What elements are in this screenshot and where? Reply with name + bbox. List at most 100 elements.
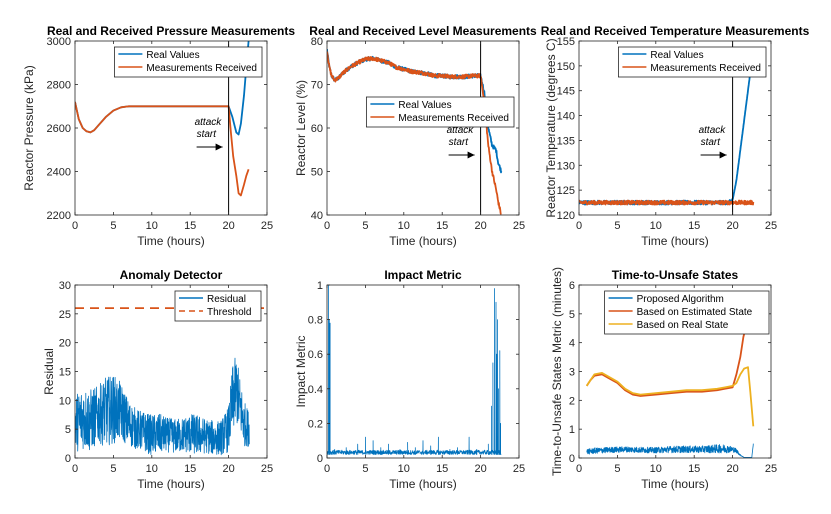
y-tick-label: 60 (311, 123, 323, 135)
y-tick-label: 0.4 (308, 384, 323, 396)
legend-label: Real Values (650, 50, 703, 61)
chart-anomaly: 0 5 10 15 20 25 0 5 10 15 20 25 30 Anomaly Detector Ti… (42, 268, 273, 491)
x-tick-label: 10 (650, 220, 662, 232)
chart-title: Real and Received Temperature Measuremen… (541, 24, 810, 38)
x-tick-label: 10 (146, 463, 158, 475)
legend-label: Proposed Algorithm (637, 294, 724, 305)
y-tick-label: 145 (557, 86, 575, 98)
x-tick-label: 0 (72, 220, 78, 232)
y-tick-label: 0.6 (308, 349, 323, 361)
legend-box (365, 96, 515, 128)
y-tick-label: 40 (311, 210, 323, 222)
plot-area (327, 41, 519, 215)
plot-lines (327, 285, 502, 455)
x-tick-label: 20 (474, 463, 486, 475)
legend-box (114, 46, 263, 78)
x-tick-label: 5 (614, 463, 620, 475)
legend: Residual Threshold (174, 290, 262, 322)
plot-area (327, 285, 519, 458)
series-line-measurements-received (75, 101, 250, 197)
x-tick-label: 20 (474, 220, 486, 232)
annotation-arrow-head (719, 151, 727, 159)
annotation-start-text: start (449, 137, 470, 148)
axes-box (578, 40, 772, 216)
x-tick-label: 15 (184, 463, 196, 475)
x-tick-label: 10 (146, 220, 158, 232)
y-tick-label: 120 (557, 210, 575, 222)
x-tick-label: 15 (436, 463, 448, 475)
y-tick-label: 0 (65, 453, 71, 465)
y-tick-label: 6 (569, 280, 575, 292)
y-tick-label: 125 (557, 185, 575, 197)
y-tick-label: 0 (317, 453, 323, 465)
x-tick-label: 25 (765, 463, 777, 475)
y-tick-label: 70 (311, 80, 323, 92)
series-line-measurements-received (579, 199, 755, 206)
legend-label: Based on Real State (637, 320, 729, 331)
x-tick-label: 0 (576, 220, 582, 232)
x-tick-label: 5 (362, 463, 368, 475)
y-tick-label: 20 (59, 338, 71, 350)
y-tick-label: 5 (569, 309, 575, 321)
annotation-attack-text: attack (699, 125, 727, 136)
y-tick-label: 135 (557, 135, 575, 147)
legend: Proposed Algorithm Based on Estimated Sta… (604, 290, 770, 335)
legend-label: Measurements Received (398, 113, 509, 124)
annotation-arrow-head (467, 151, 475, 159)
y-tick-label: 130 (557, 160, 575, 172)
y-axis-label: Reactor Temperature (degrees C) (544, 38, 558, 217)
x-axis-label: Time (hours) (137, 477, 205, 491)
x-tick-label: 20 (222, 463, 234, 475)
y-tick-label: 140 (557, 111, 575, 123)
chart-title: Real and Received Level Measurements (309, 24, 537, 38)
legend-label: Threshold (207, 307, 251, 318)
x-tick-label: 20 (726, 463, 738, 475)
y-axis-label: Residual (42, 348, 56, 395)
y-tick-label: 1 (317, 280, 323, 292)
annotation-start-text: start (197, 129, 218, 140)
y-tick-label: 150 (557, 61, 575, 73)
series-line-residual (75, 357, 250, 456)
y-tick-label: 0.8 (308, 315, 323, 327)
x-tick-label: 25 (261, 220, 273, 232)
x-axis-label: Time (hours) (641, 234, 709, 248)
y-tick-label: 2 (569, 395, 575, 407)
x-axis-label: Time (hours) (137, 234, 205, 248)
y-tick-label: 3 (569, 367, 575, 379)
y-tick-label: 0 (569, 453, 575, 465)
plot-lines (327, 49, 503, 215)
x-tick-label: 10 (650, 463, 662, 475)
legend: Real Values Measurements Received (365, 96, 515, 128)
x-tick-label: 15 (436, 220, 448, 232)
y-tick-label: 2800 (47, 80, 71, 92)
y-tick-label: 10 (59, 395, 71, 407)
series-line-measurements-received (327, 51, 502, 215)
x-axis-label: Time (hours) (389, 477, 457, 491)
annotation-attack-text: attack (447, 125, 475, 136)
annotation-arrow-head (215, 143, 223, 151)
x-tick-label: 5 (110, 220, 116, 232)
y-tick-label: 3000 (47, 36, 71, 48)
annotation-attack-text: attack (195, 117, 223, 128)
plot-lines (75, 41, 250, 197)
legend: Real Values Measurements Received (618, 46, 767, 78)
plot-lines (585, 325, 755, 458)
x-tick-label: 20 (222, 220, 234, 232)
chart-title: Anomaly Detector (120, 268, 223, 282)
x-tick-label: 5 (110, 463, 116, 475)
series-line-proposed-algorithm (586, 443, 754, 458)
series-line-impact (327, 285, 502, 455)
annotation-start-text: start (701, 137, 722, 148)
y-tick-label: 30 (59, 280, 71, 292)
legend-label: Measurements Received (146, 63, 257, 74)
series-line-based-on-real-state (585, 366, 755, 427)
chart-impact: 0 5 10 15 20 25 0 0.2 0.4 0.6 0.8 1 Impact Metric Tim… (294, 268, 525, 491)
legend-label: Real Values (146, 50, 199, 61)
chart-time-to-unsafe: 0 5 10 15 20 25 0 1 2 3 4 5 6 Time-to-Unsafe States Ti… (550, 267, 777, 491)
y-tick-label: 2600 (47, 123, 71, 135)
chart-title: Impact Metric (384, 268, 462, 282)
chart-title: Real and Received Pressure Measurements (47, 24, 295, 38)
y-tick-label: 4 (569, 338, 575, 350)
